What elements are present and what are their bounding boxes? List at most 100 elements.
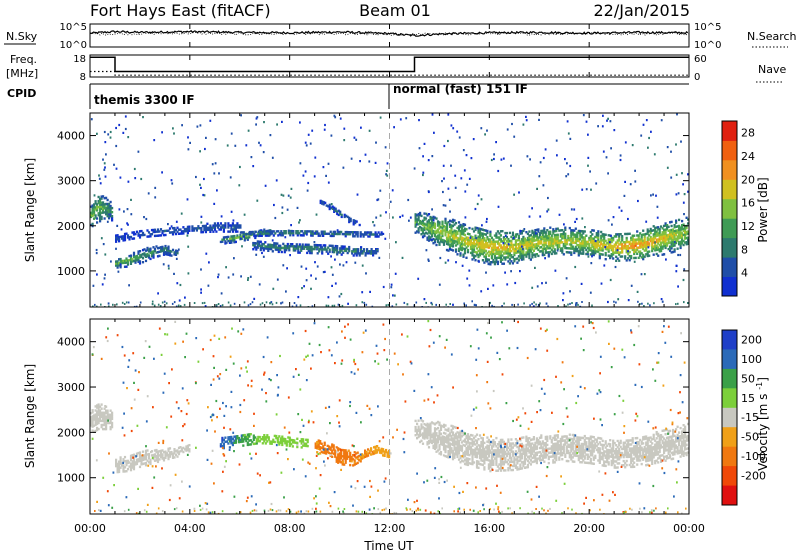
power-noise-cell <box>675 193 678 196</box>
power-cell <box>531 245 534 249</box>
vel-cell <box>522 462 525 466</box>
power-cell <box>201 224 204 228</box>
power-cell <box>265 232 268 235</box>
power-cell <box>433 238 437 242</box>
power-cell <box>654 230 657 234</box>
power-noise-cell <box>379 116 382 119</box>
power-cell <box>610 255 613 258</box>
power-noise-cell <box>665 258 667 261</box>
vel-cell <box>176 455 179 458</box>
power-cell <box>681 240 684 243</box>
vel-cell <box>448 434 452 437</box>
power-low-cell <box>503 302 505 305</box>
power-cell <box>619 241 622 244</box>
power-cell <box>579 238 582 241</box>
power-cell <box>453 235 456 238</box>
power-cell <box>138 250 142 253</box>
power-cell <box>663 228 666 232</box>
power-cell <box>149 249 152 252</box>
vel-cell <box>346 455 349 458</box>
vel-cell <box>568 433 571 436</box>
vel-cell <box>441 439 444 442</box>
power-noise-cell <box>103 130 106 134</box>
power-cell <box>451 249 455 252</box>
power-cell <box>336 249 339 252</box>
power-cell <box>221 224 224 227</box>
vel-cell <box>439 438 443 442</box>
power-noise-cell <box>581 217 584 220</box>
vel-cell <box>171 454 175 457</box>
vel-cell <box>94 417 97 420</box>
vel-cell <box>105 411 108 414</box>
vel-cell <box>553 448 556 452</box>
power-noise-cell <box>677 285 679 288</box>
power-noise-cell <box>245 144 248 147</box>
vel-cell <box>480 442 483 446</box>
vel-cell <box>328 451 331 455</box>
vel-cell <box>522 464 525 468</box>
vel-cell <box>430 435 434 438</box>
power-cell <box>643 237 646 240</box>
power-cell <box>639 254 642 257</box>
power-cell <box>510 245 513 249</box>
power-noise-cell <box>674 240 676 244</box>
vel-cell <box>562 443 565 446</box>
vel-cell <box>447 456 450 459</box>
vel-cell <box>167 449 170 453</box>
power-cell <box>176 252 179 255</box>
power-cell <box>670 232 673 236</box>
power-cell <box>517 251 520 254</box>
power-low-cell <box>193 302 196 304</box>
vel-cell <box>231 443 234 447</box>
vel-cell <box>436 449 440 452</box>
vel-cell <box>519 439 522 442</box>
power-colorbar-swatch <box>722 121 737 141</box>
vel-cell <box>442 448 446 451</box>
power-cell <box>337 209 340 212</box>
power-cell <box>248 233 251 236</box>
power-cell <box>265 247 268 250</box>
power-cell <box>546 237 549 240</box>
power-cell <box>459 242 462 245</box>
vel-cell <box>100 407 103 410</box>
power-cell <box>687 230 689 233</box>
power-cell <box>230 224 233 227</box>
power-cell <box>591 237 594 240</box>
power-cell <box>369 250 372 253</box>
nsky-label: N.Sky <box>6 30 38 43</box>
vel-cell <box>353 463 356 466</box>
vel-cell <box>99 415 102 419</box>
power-cell <box>478 250 482 253</box>
power-noise-cell <box>339 263 341 266</box>
power-cell <box>447 239 450 242</box>
vel-cell <box>447 435 450 439</box>
vel-cell <box>287 440 290 443</box>
power-cell <box>595 232 598 235</box>
vel-cell <box>561 458 564 461</box>
power-cell <box>102 207 105 210</box>
power-noise-cell <box>519 270 521 273</box>
power-cell <box>514 245 517 248</box>
power-cell <box>441 222 444 225</box>
vel-cell <box>520 436 523 439</box>
vel-cell <box>414 429 417 433</box>
vel-cell <box>564 443 567 446</box>
vel-cell <box>129 468 133 472</box>
vel-cell <box>555 444 558 447</box>
vel-cell <box>466 459 470 462</box>
power-cell <box>657 232 660 235</box>
vel-cell <box>481 441 484 444</box>
power-cell <box>652 241 655 244</box>
vel-cell <box>438 448 441 451</box>
vel-cell <box>119 456 122 459</box>
power-cell <box>317 234 320 237</box>
vel-cell <box>118 468 121 472</box>
vel-cell <box>376 449 379 452</box>
power-cell <box>534 253 537 256</box>
power-cell <box>631 240 634 243</box>
power-noise-cell <box>562 299 564 302</box>
power-cell <box>445 240 449 244</box>
vel-cell <box>427 446 431 449</box>
power-noise-cell <box>502 157 505 160</box>
power-noise-cell <box>130 213 133 216</box>
